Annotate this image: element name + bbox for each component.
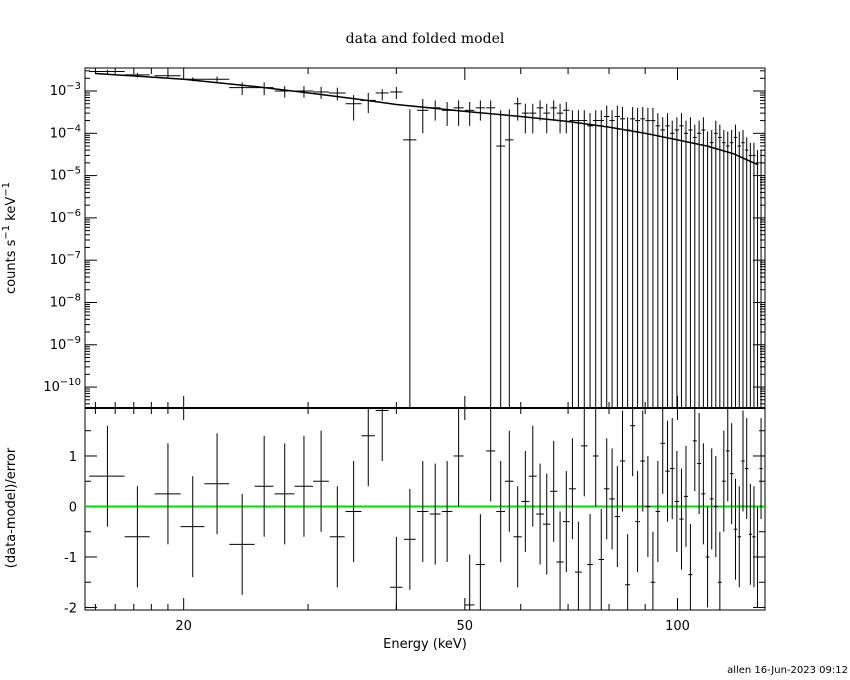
y-axis-label-spectrum: counts s−1 keV−1 xyxy=(1,182,19,294)
top-panel: 10−3 10−4 10−5 10−6 10−7 10−8 10−9 10−10 xyxy=(43,67,766,409)
y-tick-label: 10−4 xyxy=(50,123,81,141)
y-tick-label: 0 xyxy=(69,500,77,515)
x-tick-label: 20 xyxy=(175,619,192,634)
y-tick-label: 10−10 xyxy=(43,377,81,395)
x-tick-label: 100 xyxy=(665,619,690,634)
y-axis-label-residuals: (data-model)/error xyxy=(4,447,19,568)
bottom-panel: 20 50 100 -2 -1 0 1 xyxy=(64,407,766,634)
y-tick-label: 1 xyxy=(69,450,77,465)
residual-frame xyxy=(84,407,766,611)
y-tick-label: 10−6 xyxy=(50,208,81,226)
footer-timestamp: allen 16-Jun-2023 09:12 xyxy=(727,665,848,676)
y-tick-label: 10−8 xyxy=(50,292,81,310)
y-tick-label: 10−7 xyxy=(50,250,81,268)
model-line xyxy=(95,72,759,166)
x-axis-label: Energy (keV) xyxy=(383,637,467,652)
y-tick-label: 10−5 xyxy=(50,166,81,184)
y-tick-label: 10−9 xyxy=(50,335,81,353)
y-tick-label: 10−3 xyxy=(50,81,81,99)
x-tick-label: 50 xyxy=(457,619,474,634)
chart-title: data and folded model xyxy=(346,31,505,47)
y-tick-label: -1 xyxy=(64,551,77,566)
y-tick-label: -2 xyxy=(64,601,77,616)
